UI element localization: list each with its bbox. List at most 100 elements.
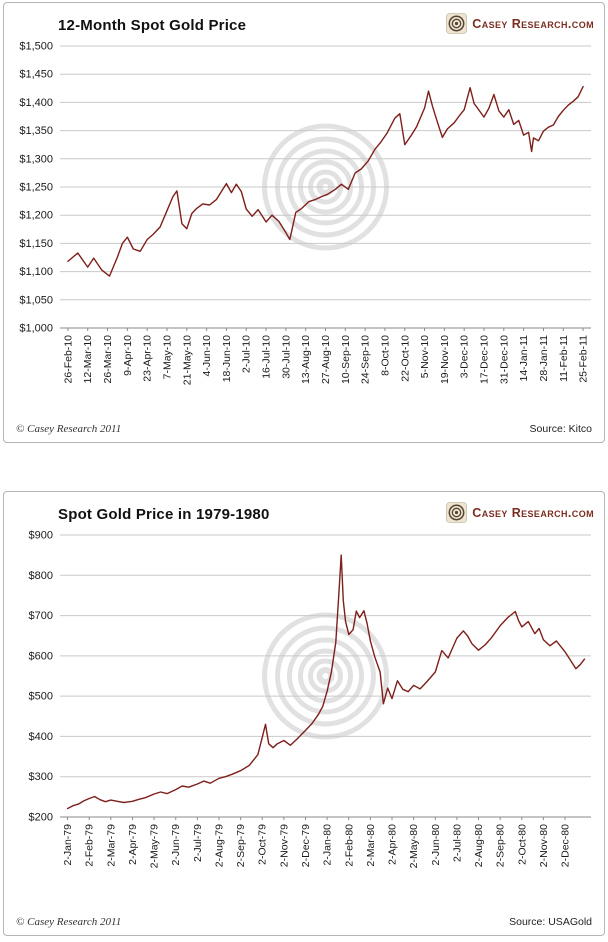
x-tick-label: 18-Jun-10 <box>221 335 233 382</box>
x-tick-label: 2-Dec-79 <box>300 824 312 867</box>
x-tick-label: 2-Feb-80 <box>343 824 355 867</box>
x-tick-label: 17-Dec-10 <box>479 335 491 384</box>
x-tick-label: 16-Jul-10 <box>261 335 273 379</box>
spot-gold-1979-1980-chart: $200 $300 $400 $500 $600 $700 $800 $900 2-Jan-79… <box>29 530 591 869</box>
copyright-text: © Casey Research 2011 <box>16 423 122 435</box>
x-tick-label: 2-Jan-80 <box>322 824 334 866</box>
x-tick-label: 2-Apr-80 <box>387 824 399 865</box>
y-tick-label: $1,250 <box>19 182 53 194</box>
y-tick-label: $1,150 <box>19 238 53 250</box>
x-tick-label: 23-Apr-10 <box>142 335 154 382</box>
source-text: Source: Kitco <box>529 423 592 435</box>
y-tick-label: $1,100 <box>19 266 53 278</box>
chart-footer: © Casey Research 2011 Source: USAGold <box>4 916 604 935</box>
x-tick-label: 25-Feb-11 <box>578 335 590 383</box>
chart-title: 12-Month Spot Gold Price <box>58 17 247 34</box>
x-tick-label: 2-Jun-79 <box>170 824 182 866</box>
x-tick-label: 2-Jul-80 <box>451 824 463 862</box>
y-tick-label: $700 <box>29 610 53 622</box>
x-tick-label: 11-Feb-11 <box>558 335 570 382</box>
chart-panel-1979-1980: Spot Gold Price in 1979-1980 Casey Resea… <box>3 491 605 936</box>
y-tick-label: $600 <box>29 650 53 662</box>
chart-panel-12month: 12-Month Spot Gold Price Casey Research.… <box>3 2 605 443</box>
panel-header: Spot Gold Price in 1979-1980 Casey Resea… <box>4 492 604 523</box>
x-tick-label: 26-Feb-10 <box>62 335 74 384</box>
logo-text: Casey Research.com <box>472 505 594 520</box>
x-tick-label: 2-Jan-79 <box>62 824 74 866</box>
x-tick-label: 22-Oct-10 <box>399 335 411 382</box>
x-tick-label: 2-Nov-80 <box>538 824 550 867</box>
x-tick-label: 2-Sep-80 <box>495 824 507 867</box>
x-tick-label: 2-Jul-10 <box>241 335 253 373</box>
y-tick-label: $1,400 <box>19 97 53 109</box>
x-tick-label: 19-Nov-10 <box>439 335 451 384</box>
logo-text: Casey Research.com <box>472 16 594 31</box>
panel-header: 12-Month Spot Gold Price Casey Research.… <box>4 3 604 34</box>
casey-research-logo: Casey Research.com <box>446 13 594 34</box>
y-axis-labels: $1,000 $1,050 $1,100 $1,150 $1,200 $1,250 $1,3… <box>19 41 53 335</box>
price-line <box>66 554 586 810</box>
chart-footer: © Casey Research 2011 Source: Kitco <box>4 423 604 442</box>
x-tick-label: 24-Sep-10 <box>360 335 372 384</box>
x-tick-label: 31-Dec-10 <box>498 335 510 384</box>
y-tick-label: $1,450 <box>19 69 53 81</box>
x-axis-labels: 26-Feb-10 12-Mar-10 26-Mar-10 9-Apr-10 23-Ap… <box>62 328 590 385</box>
x-tick-label: 21-May-10 <box>181 335 193 385</box>
chart-title: Spot Gold Price in 1979-1980 <box>58 506 270 523</box>
x-tick-label: 9-Apr-10 <box>122 335 134 376</box>
x-tick-label: 2-Feb-79 <box>84 824 96 867</box>
y-tick-label: $200 <box>29 812 53 824</box>
x-tick-label: 27-Aug-10 <box>320 335 332 384</box>
y-tick-label: $1,200 <box>19 210 53 222</box>
x-tick-label: 2-May-79 <box>149 824 161 869</box>
source-text: Source: USAGold <box>509 916 592 928</box>
y-tick-label: $1,000 <box>19 323 53 335</box>
x-tick-label: 10-Sep-10 <box>340 335 352 384</box>
x-tick-label: 2-Oct-80 <box>516 824 528 865</box>
casey-research-logo: Casey Research.com <box>446 502 594 523</box>
spot-gold-12month-chart: $1,000 $1,050 $1,100 $1,150 $1,200 $1,250 $1,3… <box>19 41 591 385</box>
x-tick-label: 14-Jan-11 <box>518 335 530 382</box>
x-tick-label: 2-Aug-80 <box>473 824 485 867</box>
y-tick-label: $1,500 <box>19 41 53 53</box>
x-tick-label: 26-Mar-10 <box>102 335 114 384</box>
x-tick-label: 2-Aug-79 <box>213 824 225 867</box>
x-tick-label: 2-Mar-80 <box>365 824 377 867</box>
x-tick-label: 4-Jun-10 <box>201 335 213 377</box>
x-tick-label: 2-Apr-79 <box>127 824 139 865</box>
x-tick-label: 2-Jun-80 <box>430 824 442 866</box>
x-tick-label: 3-Dec-10 <box>459 335 471 378</box>
x-tick-label: 12-Mar-10 <box>82 335 94 384</box>
swirl-logo-icon <box>446 502 468 523</box>
y-tick-label: $1,350 <box>19 125 53 137</box>
price-line <box>67 85 584 277</box>
x-tick-label: 28-Jan-11 <box>538 335 550 382</box>
x-tick-label: 2-Nov-79 <box>278 824 290 867</box>
gridlines <box>60 45 591 329</box>
y-tick-label: $500 <box>29 691 53 703</box>
x-tick-label: 7-May-10 <box>161 335 173 380</box>
watermark-rings <box>262 612 389 740</box>
x-tick-label: 2-Oct-79 <box>257 824 269 865</box>
x-axis-labels: 2-Jan-79 2-Feb-79 2-Mar-79 2-Apr-79 2-May-79… <box>62 817 572 869</box>
y-tick-label: $800 <box>29 570 53 582</box>
y-tick-label: $1,300 <box>19 153 53 165</box>
x-tick-label: 2-Jul-79 <box>192 824 204 862</box>
x-tick-label: 13-Aug-10 <box>300 335 312 384</box>
gridlines <box>60 534 591 818</box>
x-tick-label: 2-Dec-80 <box>560 824 572 867</box>
x-tick-label: 8-Oct-10 <box>379 335 391 376</box>
swirl-logo-icon <box>446 13 468 34</box>
y-tick-label: $1,050 <box>19 294 53 306</box>
y-tick-label: $400 <box>29 731 53 743</box>
x-tick-label: 5-Nov-10 <box>419 335 431 378</box>
x-tick-label: 2-Sep-79 <box>235 824 247 867</box>
x-tick-label: 30-Jul-10 <box>280 335 292 379</box>
copyright-text: © Casey Research 2011 <box>16 916 122 928</box>
y-tick-label: $900 <box>29 530 53 542</box>
x-tick-label: 2-Mar-79 <box>105 824 117 867</box>
y-axis-labels: $200 $300 $400 $500 $600 $700 $800 $900 <box>29 530 53 824</box>
x-tick-label: 2-May-80 <box>408 824 420 869</box>
y-tick-label: $300 <box>29 771 53 783</box>
